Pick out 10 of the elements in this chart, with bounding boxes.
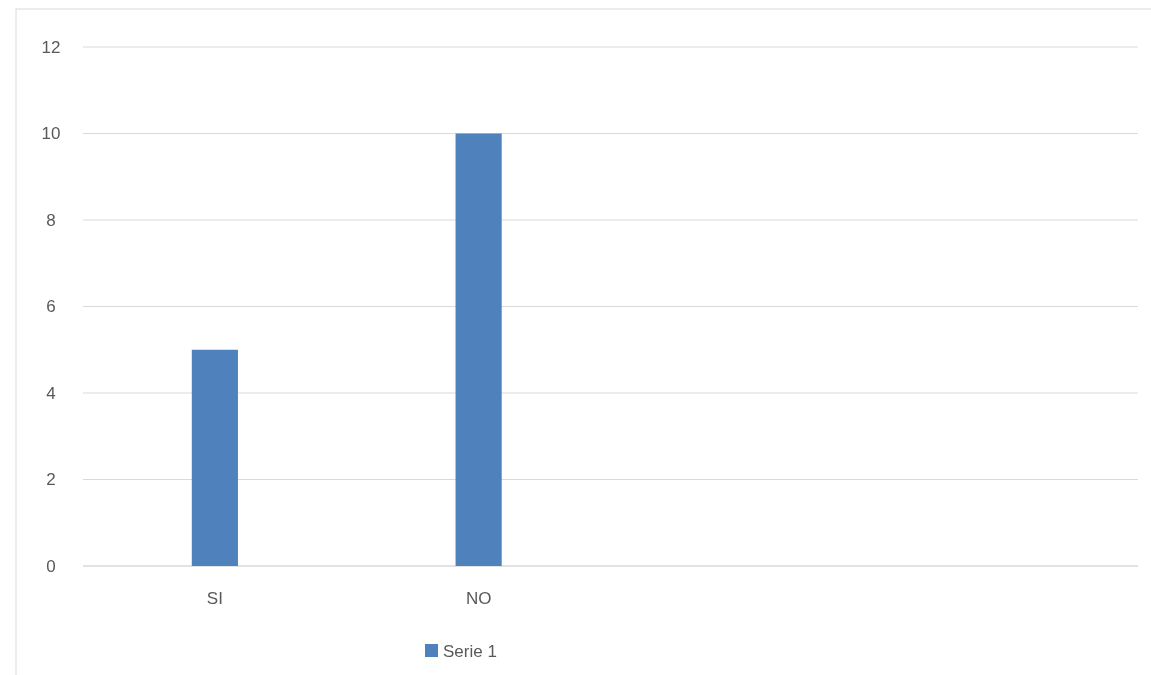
y-tick-label: 10 — [41, 124, 61, 144]
legend-label: Serie 1 — [443, 641, 497, 661]
y-tick-label: 4 — [46, 383, 56, 403]
y-tick-label: 0 — [46, 556, 56, 576]
x-tick-label: SI — [206, 588, 223, 608]
y-tick-label: 2 — [46, 470, 56, 490]
y-tick-label: 8 — [46, 210, 56, 230]
x-tick-label: NO — [465, 588, 492, 608]
y-tick-label: 6 — [46, 297, 56, 317]
y-tick-label: 12 — [41, 37, 61, 57]
